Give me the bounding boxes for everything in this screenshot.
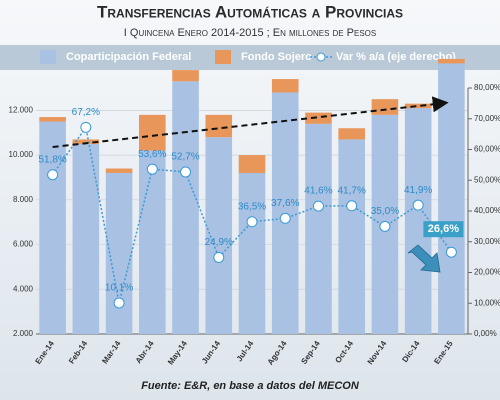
value-label: 10,1% xyxy=(105,283,133,294)
y2-tick-label: 20,00% xyxy=(474,268,500,277)
line-marker xyxy=(213,251,225,263)
value-label: 52,7% xyxy=(171,152,199,163)
value-label: 26,6% xyxy=(428,223,459,235)
y-tick-label: 2.000 xyxy=(13,329,34,338)
y-tick-label: 6.000 xyxy=(13,240,34,249)
bar xyxy=(39,121,66,334)
y-tick-label: 4.000 xyxy=(13,284,34,293)
bar xyxy=(172,70,199,82)
line-marker xyxy=(346,200,358,212)
bar xyxy=(72,139,100,144)
trend-arrow xyxy=(52,96,449,148)
line-marker xyxy=(47,169,59,181)
chart-title: Transferencias Automáticas a Provincias xyxy=(97,2,403,21)
bar xyxy=(205,114,233,138)
legend-marker xyxy=(316,52,326,62)
bar xyxy=(338,128,365,140)
y2-tick-label: 80,00% xyxy=(474,83,500,92)
source-note: Fuente: E&R, en base a datos del MECON xyxy=(141,380,360,392)
value-label: 36,5% xyxy=(238,201,266,212)
value-label: 51,8% xyxy=(38,154,66,165)
line-marker xyxy=(113,297,125,309)
bar xyxy=(271,79,299,93)
line-marker xyxy=(279,212,291,224)
value-label: 41,9% xyxy=(404,185,432,196)
legend-label: Var % a/a (eje derecho) xyxy=(336,51,456,63)
y2-tick-label: 40,00% xyxy=(474,206,500,215)
bar xyxy=(39,117,66,122)
bar xyxy=(305,123,332,334)
label-box xyxy=(423,221,464,238)
line-marker xyxy=(312,200,324,212)
value-label: 35,0% xyxy=(371,206,399,217)
bar xyxy=(205,137,233,334)
down-arrow xyxy=(407,244,441,273)
bar xyxy=(105,168,133,173)
line-marker xyxy=(379,220,391,232)
legend-band xyxy=(0,45,500,70)
chart-subtitle: I Quincena Enero 2014-2015 ; En millones… xyxy=(124,27,376,39)
value-label: 67,2% xyxy=(72,107,100,118)
line-marker xyxy=(445,246,457,258)
y-tick-label: 10.000 xyxy=(9,150,34,159)
bar xyxy=(404,108,432,334)
value-label: 41,7% xyxy=(338,185,366,196)
bar xyxy=(338,139,365,334)
line-marker xyxy=(412,199,424,211)
y2-tick-label: 70,00% xyxy=(474,114,500,123)
bar xyxy=(139,150,166,334)
line-marker xyxy=(146,163,158,175)
value-label: 24,9% xyxy=(205,237,233,248)
bar xyxy=(105,172,133,334)
y2-tick-label: 0,00% xyxy=(474,329,497,338)
bar xyxy=(438,58,465,64)
bar xyxy=(172,81,199,334)
bar xyxy=(305,112,332,124)
y2-tick-label: 10,00% xyxy=(474,298,500,307)
bar xyxy=(404,103,432,109)
bar xyxy=(238,155,266,173)
line-marker xyxy=(246,216,258,228)
value-label: 53,6% xyxy=(138,149,166,160)
value-label: 37,6% xyxy=(271,198,299,209)
line-marker xyxy=(80,121,92,133)
y2-tick-label: 50,00% xyxy=(474,175,500,184)
y2-tick-label: 60,00% xyxy=(474,145,500,154)
bar xyxy=(72,143,100,334)
y2-tick-label: 30,00% xyxy=(474,237,500,246)
legend-swatch xyxy=(215,50,231,64)
legend-swatch xyxy=(40,50,56,64)
line-marker xyxy=(180,166,192,178)
legend-label: Coparticipación Federal xyxy=(66,51,191,63)
bar xyxy=(371,99,399,115)
bar xyxy=(238,172,266,334)
y-tick-label: 12.000 xyxy=(9,105,34,114)
legend-label: Fondo Sojero xyxy=(241,51,312,63)
y-tick-label: 8.000 xyxy=(13,195,34,204)
bar xyxy=(139,114,166,151)
value-label: 41,6% xyxy=(304,186,332,197)
